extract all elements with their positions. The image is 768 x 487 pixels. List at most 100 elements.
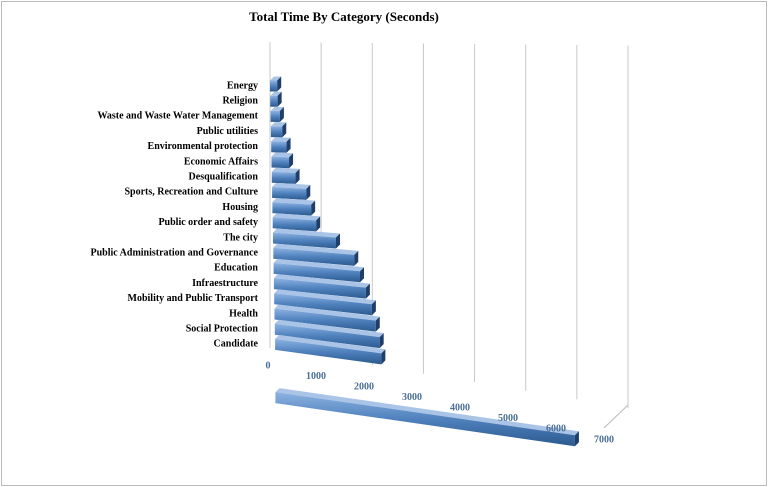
bar <box>273 258 364 283</box>
bar-end <box>279 107 284 123</box>
bar-end <box>306 184 311 200</box>
y-tick-label: Social Protection <box>186 323 259 334</box>
bar-top <box>271 152 294 158</box>
y-tick-label: Health <box>229 308 258 319</box>
bar-end <box>289 153 294 169</box>
bar-face <box>270 80 278 92</box>
bar-top <box>273 243 359 255</box>
bar-end <box>354 250 359 266</box>
bar-end <box>316 216 321 232</box>
bar-face <box>273 232 336 249</box>
bar-face <box>271 141 287 153</box>
bar-end <box>295 168 300 184</box>
bar-end <box>277 76 282 92</box>
y-tick-label: Housing <box>222 202 258 213</box>
bar <box>273 243 359 266</box>
x-tick-label: 5000 <box>498 413 518 424</box>
bar <box>274 304 380 332</box>
bar-face <box>274 308 376 332</box>
bar-face <box>275 392 575 447</box>
bar-face <box>275 338 382 365</box>
bar-top <box>274 319 384 338</box>
bar-face <box>270 95 278 107</box>
bar-face <box>273 262 360 283</box>
bar-top <box>275 334 386 354</box>
bar-end <box>371 300 376 316</box>
bar <box>272 198 316 216</box>
y-tick-label: Desqualification <box>189 171 259 182</box>
bar-top <box>272 198 316 205</box>
bar-face <box>272 202 312 216</box>
x-tick-label: 3000 <box>402 392 422 403</box>
bar <box>271 152 294 169</box>
y-tick-label: Sports, Recreation and Culture <box>124 187 258 198</box>
bar-top <box>273 228 340 238</box>
bar <box>271 137 291 153</box>
bar-top <box>271 137 291 142</box>
x-tick-label: 6000 <box>546 424 566 435</box>
y-tick-label: Energy <box>227 80 258 91</box>
bar <box>272 182 311 200</box>
bar-end <box>282 122 287 138</box>
x-tick-label: 0 <box>266 360 271 371</box>
y-tick-label: Economic Affairs <box>184 156 258 167</box>
bar <box>275 388 579 447</box>
bar-face <box>273 278 366 299</box>
bar-end <box>360 267 364 283</box>
y-tick-label: Public order and safety <box>158 217 258 228</box>
bar-top <box>273 274 370 288</box>
y-tick-label: Candidate <box>214 339 259 350</box>
chart-title: Total Time By Category (Seconds) <box>249 9 439 24</box>
bar-top <box>270 122 287 127</box>
bar <box>270 122 287 138</box>
bar-end <box>381 349 386 365</box>
bar <box>274 319 384 349</box>
bar-end <box>336 233 340 249</box>
bar-end <box>574 431 579 447</box>
y-tick-label: Education <box>214 263 258 274</box>
bar <box>270 76 282 92</box>
bar <box>271 167 300 184</box>
bar-end <box>311 200 316 216</box>
x-tick-label: 2000 <box>354 381 374 392</box>
bar <box>270 91 282 107</box>
x-tick-label: 7000 <box>594 434 614 445</box>
bar-top <box>272 182 311 189</box>
y-tick-label: Public utilities <box>197 126 259 137</box>
bar <box>274 289 376 316</box>
bar-top <box>272 213 321 221</box>
bar-top <box>270 91 282 96</box>
bar-face <box>271 171 296 184</box>
bar-end <box>277 91 282 107</box>
bar-face <box>274 323 380 349</box>
bar-end <box>365 283 370 299</box>
bar-face <box>274 293 372 316</box>
bar-top <box>270 76 282 81</box>
bar-face <box>272 186 307 200</box>
bar <box>272 213 321 232</box>
bar-face <box>271 156 290 169</box>
bar-end <box>286 137 291 153</box>
bar-face <box>270 110 280 123</box>
bar-top <box>270 106 284 112</box>
bar-face <box>273 247 355 266</box>
x-tick-label: 4000 <box>450 403 470 414</box>
y-tick-label: Environmental protection <box>148 141 259 152</box>
bar-face <box>272 217 317 232</box>
bar <box>275 334 386 365</box>
y-tick-label: Public Administration and Governance <box>90 247 258 258</box>
bar <box>273 228 340 249</box>
bar <box>273 274 370 299</box>
bar <box>270 106 284 123</box>
y-tick-label: Mobility and Public Transport <box>128 293 259 304</box>
bar-top <box>273 258 364 272</box>
bar-top <box>271 167 300 173</box>
y-tick-label: Religion <box>222 95 258 106</box>
bar-face <box>270 126 283 138</box>
bar-end <box>379 333 384 349</box>
x-tick-label: 1000 <box>306 371 326 382</box>
bar-end <box>375 316 380 332</box>
bar-top <box>274 289 376 305</box>
y-tick-label: Waste and Waste Water Management <box>97 111 258 122</box>
